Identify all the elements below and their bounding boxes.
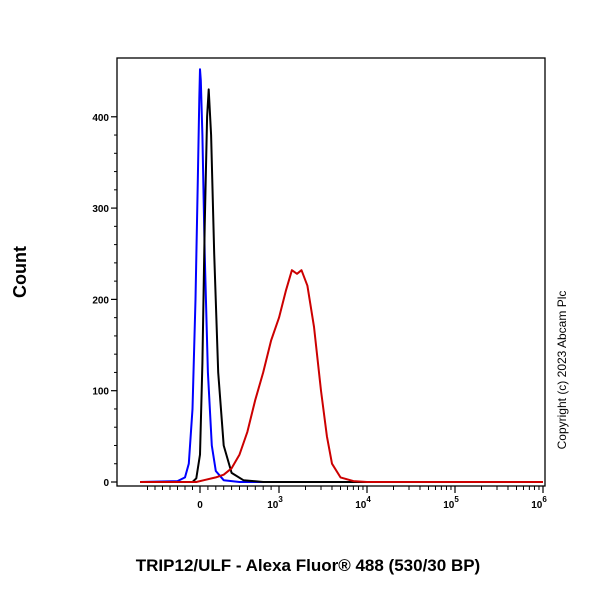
series-line-1 bbox=[139, 68, 543, 483]
y-axis-title: Count bbox=[10, 246, 30, 298]
x-tick-label: 105 bbox=[443, 495, 459, 511]
y-tick-label: 100 bbox=[92, 387, 109, 398]
x-tick-label: 103 bbox=[267, 495, 283, 511]
x-axis-title: TRIP12/ULF - Alexa Fluor® 488 (530/30 BP… bbox=[136, 556, 480, 575]
series-layer bbox=[139, 68, 543, 483]
x-tick-label: 0 bbox=[197, 500, 203, 511]
x-axis: 0 103 104 105 106 bbox=[147, 486, 547, 511]
x-tick-label: 104 bbox=[355, 495, 371, 511]
plot-frame bbox=[116, 57, 546, 487]
y-tick-label: 400 bbox=[92, 113, 109, 124]
copyright-note: Copyright (c) 2023 Abcam Plc bbox=[555, 291, 569, 450]
y-tick-label: 300 bbox=[92, 204, 109, 215]
series-line-2 bbox=[140, 88, 543, 483]
y-tick-label: 0 bbox=[103, 478, 109, 489]
y-axis: 0 100 200 300 400 bbox=[92, 113, 117, 489]
x-tick-label: 106 bbox=[531, 495, 547, 511]
y-tick-label: 200 bbox=[92, 295, 109, 306]
series-line-3 bbox=[140, 269, 543, 483]
